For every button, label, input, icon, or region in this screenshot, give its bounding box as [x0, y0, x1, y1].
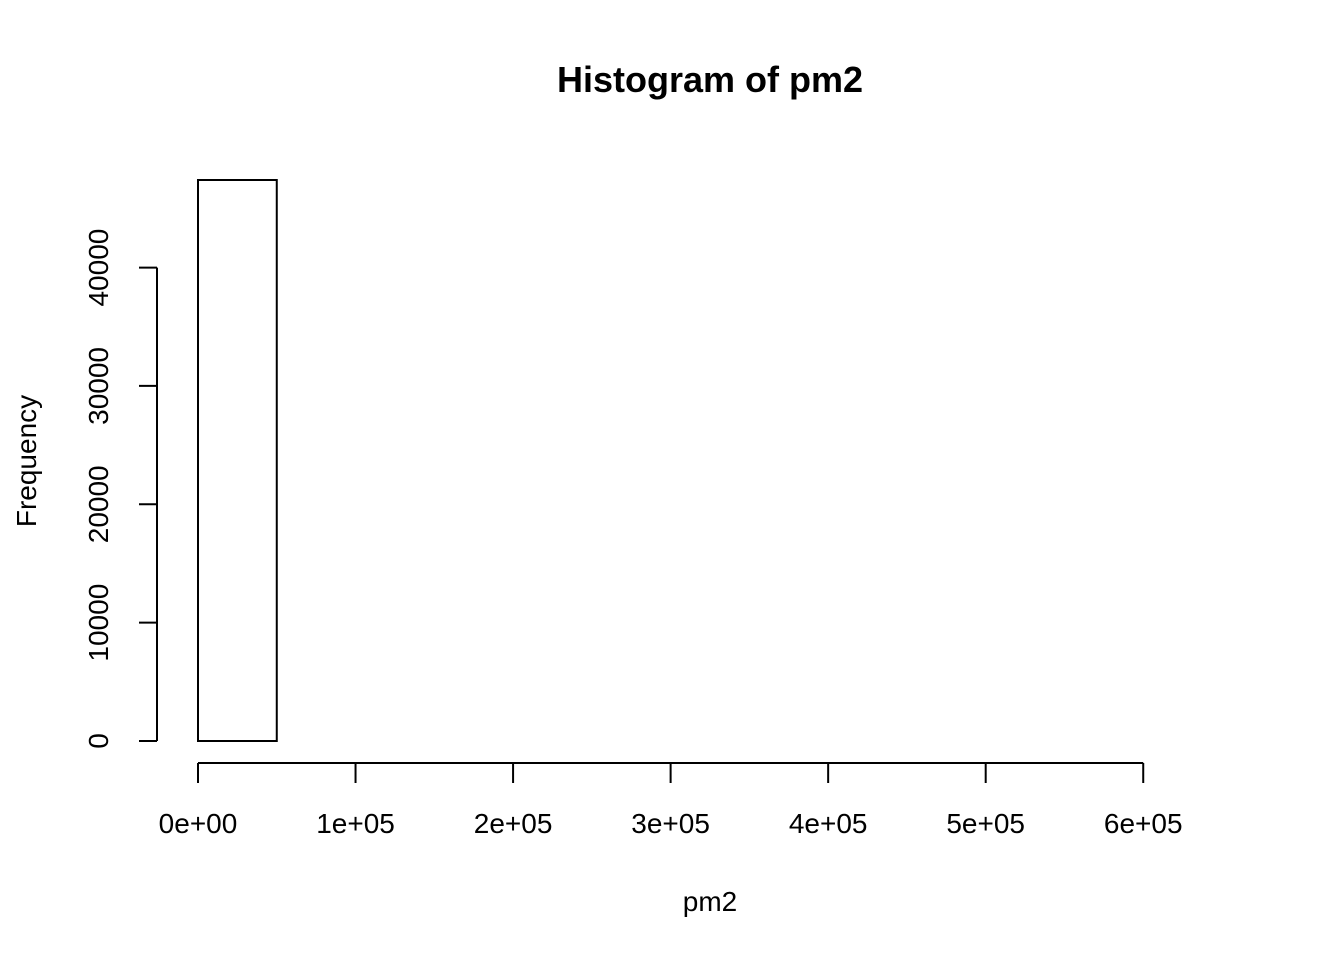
- x-tick-label-5: 5e+05: [946, 808, 1025, 839]
- x-axis: 0e+00 1e+05 2e+05 3e+05 4e+05 5e+05 6e+05: [159, 762, 1183, 839]
- x-tick-label-3: 3e+05: [631, 808, 710, 839]
- histogram-bars: [197, 179, 278, 742]
- y-tick-label-2: 20000: [83, 465, 114, 543]
- y-tick-label-1: 10000: [83, 584, 114, 662]
- y-axis: 0 10000 20000 30000 40000: [83, 229, 158, 749]
- y-tick-label-0: 0: [83, 733, 114, 749]
- x-tick-label-6: 6e+05: [1104, 808, 1183, 839]
- x-tick-label-2: 2e+05: [474, 808, 553, 839]
- histogram-bar-0: [197, 179, 278, 742]
- y-tick-label-4: 40000: [83, 229, 114, 307]
- x-tick-label-4: 4e+05: [789, 808, 868, 839]
- y-axis-label: Frequency: [11, 395, 42, 527]
- chart-title: Histogram of pm2: [557, 59, 863, 100]
- x-tick-label-0: 0e+00: [159, 808, 238, 839]
- x-axis-label: pm2: [683, 886, 737, 917]
- y-tick-label-3: 30000: [83, 347, 114, 425]
- x-tick-label-1: 1e+05: [316, 808, 395, 839]
